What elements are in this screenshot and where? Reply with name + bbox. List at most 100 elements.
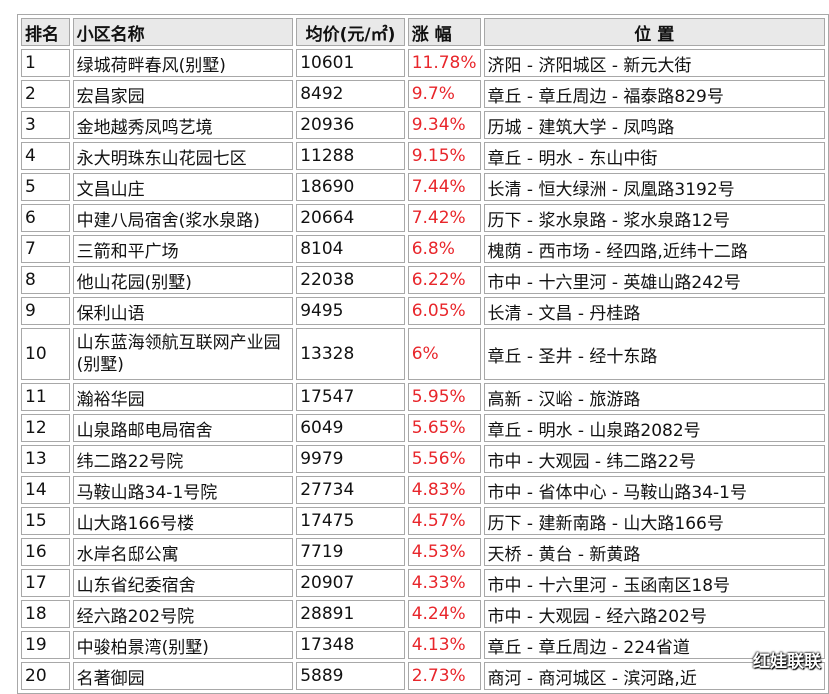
cell-price: 27734 <box>296 476 405 504</box>
table-row: 9 保利山语 9495 6.05% 长清 - 文昌 - 丹桂路 <box>21 297 825 325</box>
cell-price: 8104 <box>296 235 405 263</box>
cell-rank: 13 <box>21 445 70 473</box>
cell-rank: 18 <box>21 600 70 628</box>
cell-name: 保利山语 <box>72 297 294 325</box>
cell-rank: 12 <box>21 414 70 442</box>
table-row: 15 山大路166号楼 17475 4.57% 历下 - 建新南路 - 山大路166号 <box>21 507 825 535</box>
cell-price: 10601 <box>296 49 405 77</box>
cell-name: 文昌山庄 <box>72 173 294 201</box>
cell-change: 6.22% <box>407 266 481 294</box>
header-location: 位 置 <box>483 18 825 46</box>
table-row: 12 山泉路邮电局宿舍 6049 5.65% 章丘 - 明水 - 山泉路2082号 <box>21 414 825 442</box>
cell-name: 山东省纪委宿舍 <box>72 569 294 597</box>
cell-rank: 10 <box>21 328 70 380</box>
cell-name: 中骏柏景湾(别墅) <box>72 631 294 659</box>
cell-location: 市中 - 省体中心 - 马鞍山路34-1号 <box>483 476 825 504</box>
cell-change: 4.53% <box>407 538 481 566</box>
cell-name: 山泉路邮电局宿舍 <box>72 414 294 442</box>
cell-price: 7719 <box>296 538 405 566</box>
cell-price: 20936 <box>296 111 405 139</box>
cell-rank: 14 <box>21 476 70 504</box>
ranking-table: 排名 小区名称 均价(元/㎡) 涨 幅 位 置 1 绿城荷畔春风(别墅) 10601… <box>17 14 829 694</box>
cell-rank: 2 <box>21 80 70 108</box>
table-row: 19 中骏柏景湾(别墅) 17348 4.13% 章丘 - 章丘周边 - 224省道 <box>21 631 825 659</box>
table-header-row: 排名 小区名称 均价(元/㎡) 涨 幅 位 置 <box>21 18 825 46</box>
table-row: 5 文昌山庄 18690 7.44% 长清 - 恒大绿洲 - 凤凰路3192号 <box>21 173 825 201</box>
cell-rank: 16 <box>21 538 70 566</box>
cell-price: 17547 <box>296 383 405 411</box>
cell-price: 28891 <box>296 600 405 628</box>
cell-name: 永大明珠东山花园七区 <box>72 142 294 170</box>
table-row: 8 他山花园(别墅) 22038 6.22% 市中 - 十六里河 - 英雄山路242号 <box>21 266 825 294</box>
cell-rank: 4 <box>21 142 70 170</box>
cell-change: 4.33% <box>407 569 481 597</box>
table-row: 20 名著御园 5889 2.73% 商河 - 商河城区 - 滨河路,近 <box>21 662 825 690</box>
cell-price: 9979 <box>296 445 405 473</box>
cell-change: 11.78% <box>407 49 481 77</box>
cell-name: 他山花园(别墅) <box>72 266 294 294</box>
cell-price: 9495 <box>296 297 405 325</box>
cell-name: 金地越秀凤鸣艺境 <box>72 111 294 139</box>
cell-change: 6.8% <box>407 235 481 263</box>
cell-rank: 11 <box>21 383 70 411</box>
table-row: 17 山东省纪委宿舍 20907 4.33% 市中 - 十六里河 - 玉函南区18号 <box>21 569 825 597</box>
cell-location: 市中 - 大观园 - 经六路202号 <box>483 600 825 628</box>
cell-name: 经六路202号院 <box>72 600 294 628</box>
table-row: 2 宏昌家园 8492 9.7% 章丘 - 章丘周边 - 福泰路829号 <box>21 80 825 108</box>
cell-rank: 19 <box>21 631 70 659</box>
cell-price: 17475 <box>296 507 405 535</box>
table-row: 4 永大明珠东山花园七区 11288 9.15% 章丘 - 明水 - 东山中街 <box>21 142 825 170</box>
cell-price: 17348 <box>296 631 405 659</box>
cell-location: 长清 - 文昌 - 丹桂路 <box>483 297 825 325</box>
header-name: 小区名称 <box>72 18 294 46</box>
cell-name: 宏昌家园 <box>72 80 294 108</box>
cell-change: 7.42% <box>407 204 481 232</box>
cell-location: 章丘 - 圣井 - 经十东路 <box>483 328 825 380</box>
cell-rank: 5 <box>21 173 70 201</box>
header-change: 涨 幅 <box>407 18 481 46</box>
table-row: 11 瀚裕华园 17547 5.95% 高新 - 汉峪 - 旅游路 <box>21 383 825 411</box>
cell-price: 13328 <box>296 328 405 380</box>
table-row: 6 中建八局宿舍(浆水泉路) 20664 7.42% 历下 - 浆水泉路 - 浆水泉路1… <box>21 204 825 232</box>
cell-price: 20664 <box>296 204 405 232</box>
cell-rank: 9 <box>21 297 70 325</box>
cell-change: 4.83% <box>407 476 481 504</box>
cell-change: 4.57% <box>407 507 481 535</box>
cell-location: 章丘 - 章丘周边 - 224省道 <box>483 631 825 659</box>
cell-price: 6049 <box>296 414 405 442</box>
cell-change: 9.7% <box>407 80 481 108</box>
cell-name: 山东蓝海领航互联网产业园(别墅) <box>72 328 294 380</box>
cell-name: 瀚裕华园 <box>72 383 294 411</box>
table-row: 10 山东蓝海领航互联网产业园(别墅) 13328 6% 章丘 - 圣井 - 经十东路 <box>21 328 825 380</box>
table-row: 16 水岸名邸公寓 7719 4.53% 天桥 - 黄台 - 新黄路 <box>21 538 825 566</box>
table-row: 3 金地越秀凤鸣艺境 20936 9.34% 历城 - 建筑大学 - 凤鸣路 <box>21 111 825 139</box>
cell-change: 5.65% <box>407 414 481 442</box>
cell-rank: 15 <box>21 507 70 535</box>
cell-price: 20907 <box>296 569 405 597</box>
cell-location: 市中 - 十六里河 - 玉函南区18号 <box>483 569 825 597</box>
cell-change: 4.13% <box>407 631 481 659</box>
header-price: 均价(元/㎡) <box>296 18 405 46</box>
table-body: 1 绿城荷畔春风(别墅) 10601 11.78% 济阳 - 济阳城区 - 新元大街 2 宏… <box>21 49 825 690</box>
cell-location: 章丘 - 章丘周边 - 福泰路829号 <box>483 80 825 108</box>
cell-location: 历下 - 建新南路 - 山大路166号 <box>483 507 825 535</box>
cell-location: 天桥 - 黄台 - 新黄路 <box>483 538 825 566</box>
cell-name: 绿城荷畔春风(别墅) <box>72 49 294 77</box>
table-row: 18 经六路202号院 28891 4.24% 市中 - 大观园 - 经六路202号 <box>21 600 825 628</box>
cell-location: 槐荫 - 西市场 - 经四路,近纬十二路 <box>483 235 825 263</box>
cell-change: 6% <box>407 328 481 380</box>
cell-location: 市中 - 十六里河 - 英雄山路242号 <box>483 266 825 294</box>
cell-change: 5.95% <box>407 383 481 411</box>
cell-location: 市中 - 大观园 - 纬二路22号 <box>483 445 825 473</box>
cell-name: 水岸名邸公寓 <box>72 538 294 566</box>
cell-price: 8492 <box>296 80 405 108</box>
cell-name: 三箭和平广场 <box>72 235 294 263</box>
table-row: 14 马鞍山路34-1号院 27734 4.83% 市中 - 省体中心 - 马鞍山路34… <box>21 476 825 504</box>
cell-rank: 1 <box>21 49 70 77</box>
cell-name: 纬二路22号院 <box>72 445 294 473</box>
cell-rank: 8 <box>21 266 70 294</box>
cell-location: 历城 - 建筑大学 - 凤鸣路 <box>483 111 825 139</box>
cell-price: 11288 <box>296 142 405 170</box>
cell-change: 9.34% <box>407 111 481 139</box>
header-rank: 排名 <box>21 18 70 46</box>
